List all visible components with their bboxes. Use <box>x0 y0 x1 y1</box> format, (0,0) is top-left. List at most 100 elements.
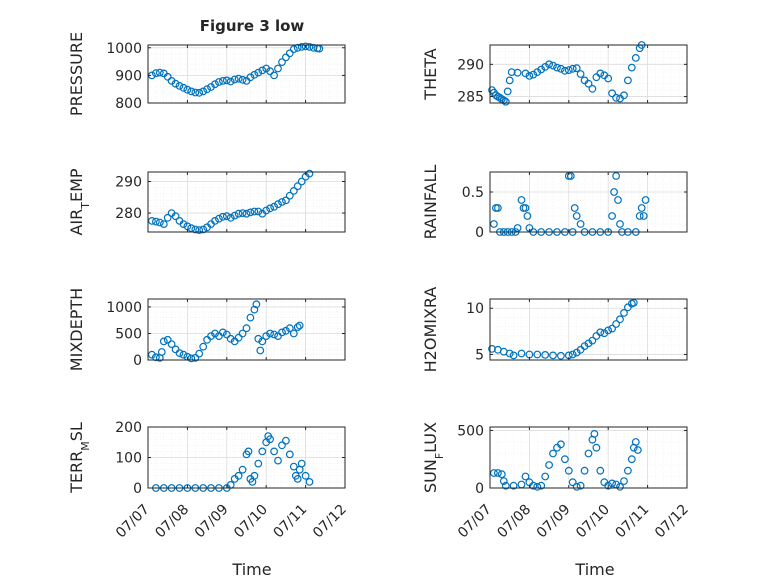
data-point <box>305 43 314 51</box>
data-point <box>282 196 290 205</box>
data-point <box>147 216 156 225</box>
data-point <box>576 481 585 490</box>
x-tick-label: 07/07 <box>113 502 153 542</box>
data-point <box>191 354 200 362</box>
data-point <box>151 217 160 226</box>
data-point <box>282 326 290 335</box>
data-point <box>533 68 542 76</box>
data-point <box>171 79 180 88</box>
subplot-air_temp: 280 290 AIRTEMP <box>67 168 346 236</box>
data-point <box>289 329 298 338</box>
y-tick-label: 0 <box>133 481 142 497</box>
data-point <box>244 447 253 456</box>
data-point <box>631 54 640 62</box>
data-point <box>513 68 522 77</box>
data-point <box>274 64 282 73</box>
y-axis-title: MIXDEPTH <box>67 288 86 371</box>
data-point <box>289 462 298 471</box>
data-point <box>494 469 502 477</box>
y-axis-title: SUNFLUX <box>421 422 446 493</box>
data-point <box>270 447 279 456</box>
subplot-terr_msl: 0 100 200 07/07 07/08 07/09 07/10 07/11 07/12 TER… <box>67 420 350 541</box>
data-point <box>167 340 176 349</box>
data-point <box>633 446 642 454</box>
data-point <box>541 351 550 359</box>
data-point <box>549 351 557 360</box>
data-point <box>195 226 204 235</box>
data-point <box>207 332 215 341</box>
data-point <box>226 77 235 86</box>
data-point <box>157 348 166 356</box>
data-point <box>246 313 255 322</box>
data-point <box>570 204 579 212</box>
y-tick-label: 900 <box>115 68 142 84</box>
data-point <box>572 64 581 73</box>
data-point <box>250 305 259 314</box>
data-point <box>488 345 496 353</box>
plot-area <box>490 172 687 232</box>
data-point <box>295 321 304 330</box>
data-point <box>529 70 538 79</box>
data-point <box>523 212 532 220</box>
data-point <box>187 87 196 96</box>
axes-frame <box>489 298 688 361</box>
data-point <box>568 64 577 73</box>
data-point <box>497 470 506 479</box>
y-tick-label: 500 <box>115 326 142 342</box>
data-point <box>270 330 279 339</box>
data-point <box>282 436 290 445</box>
data-point <box>588 336 597 345</box>
data-point <box>513 224 522 232</box>
data-point <box>608 479 616 488</box>
data-point <box>179 83 188 92</box>
data-point <box>620 477 628 486</box>
data-point <box>250 70 259 79</box>
data-point <box>155 68 164 77</box>
data-point <box>596 466 605 475</box>
data-point <box>517 196 526 204</box>
data-point <box>496 93 504 102</box>
data-point <box>285 324 294 333</box>
data-point <box>238 329 247 338</box>
x-tick-label: 07/11 <box>613 502 653 542</box>
data-point <box>285 191 294 200</box>
data-point <box>293 323 302 332</box>
data-point <box>631 438 640 446</box>
data-point <box>639 212 648 220</box>
y-tick-label: 5 <box>475 347 484 363</box>
data-point <box>262 206 271 215</box>
data-point <box>545 461 553 469</box>
data-point <box>604 326 613 335</box>
data-point <box>580 466 589 475</box>
y-tick-label: 10 <box>466 301 484 317</box>
data-point <box>561 66 569 75</box>
data-point <box>289 186 298 195</box>
y-axis-title: AIRTEMP <box>67 168 92 235</box>
x-tick-label: 07/12 <box>652 502 692 542</box>
data-point <box>285 49 294 58</box>
data-point <box>501 481 510 490</box>
data-point <box>503 87 512 96</box>
data-point <box>572 482 581 491</box>
y-tick-label: 290 <box>115 174 142 190</box>
data-point <box>266 204 275 213</box>
data-point <box>159 337 168 346</box>
data-point <box>234 333 243 342</box>
data-point <box>163 335 172 344</box>
data-point <box>568 350 577 359</box>
data-point <box>211 329 219 338</box>
data-point <box>505 76 514 85</box>
data-point <box>147 350 156 359</box>
data-point <box>612 320 620 328</box>
data-point <box>529 481 538 490</box>
data-point <box>293 475 302 483</box>
data-point <box>254 334 263 343</box>
data-point <box>499 96 508 105</box>
data-point <box>584 449 593 458</box>
data-point <box>588 84 597 93</box>
x-tick-label: 07/11 <box>271 502 311 542</box>
data-point <box>195 88 204 97</box>
plot-area <box>148 45 345 103</box>
subplot-theta: 285 290 THETA <box>421 41 688 106</box>
data-point <box>266 329 275 338</box>
